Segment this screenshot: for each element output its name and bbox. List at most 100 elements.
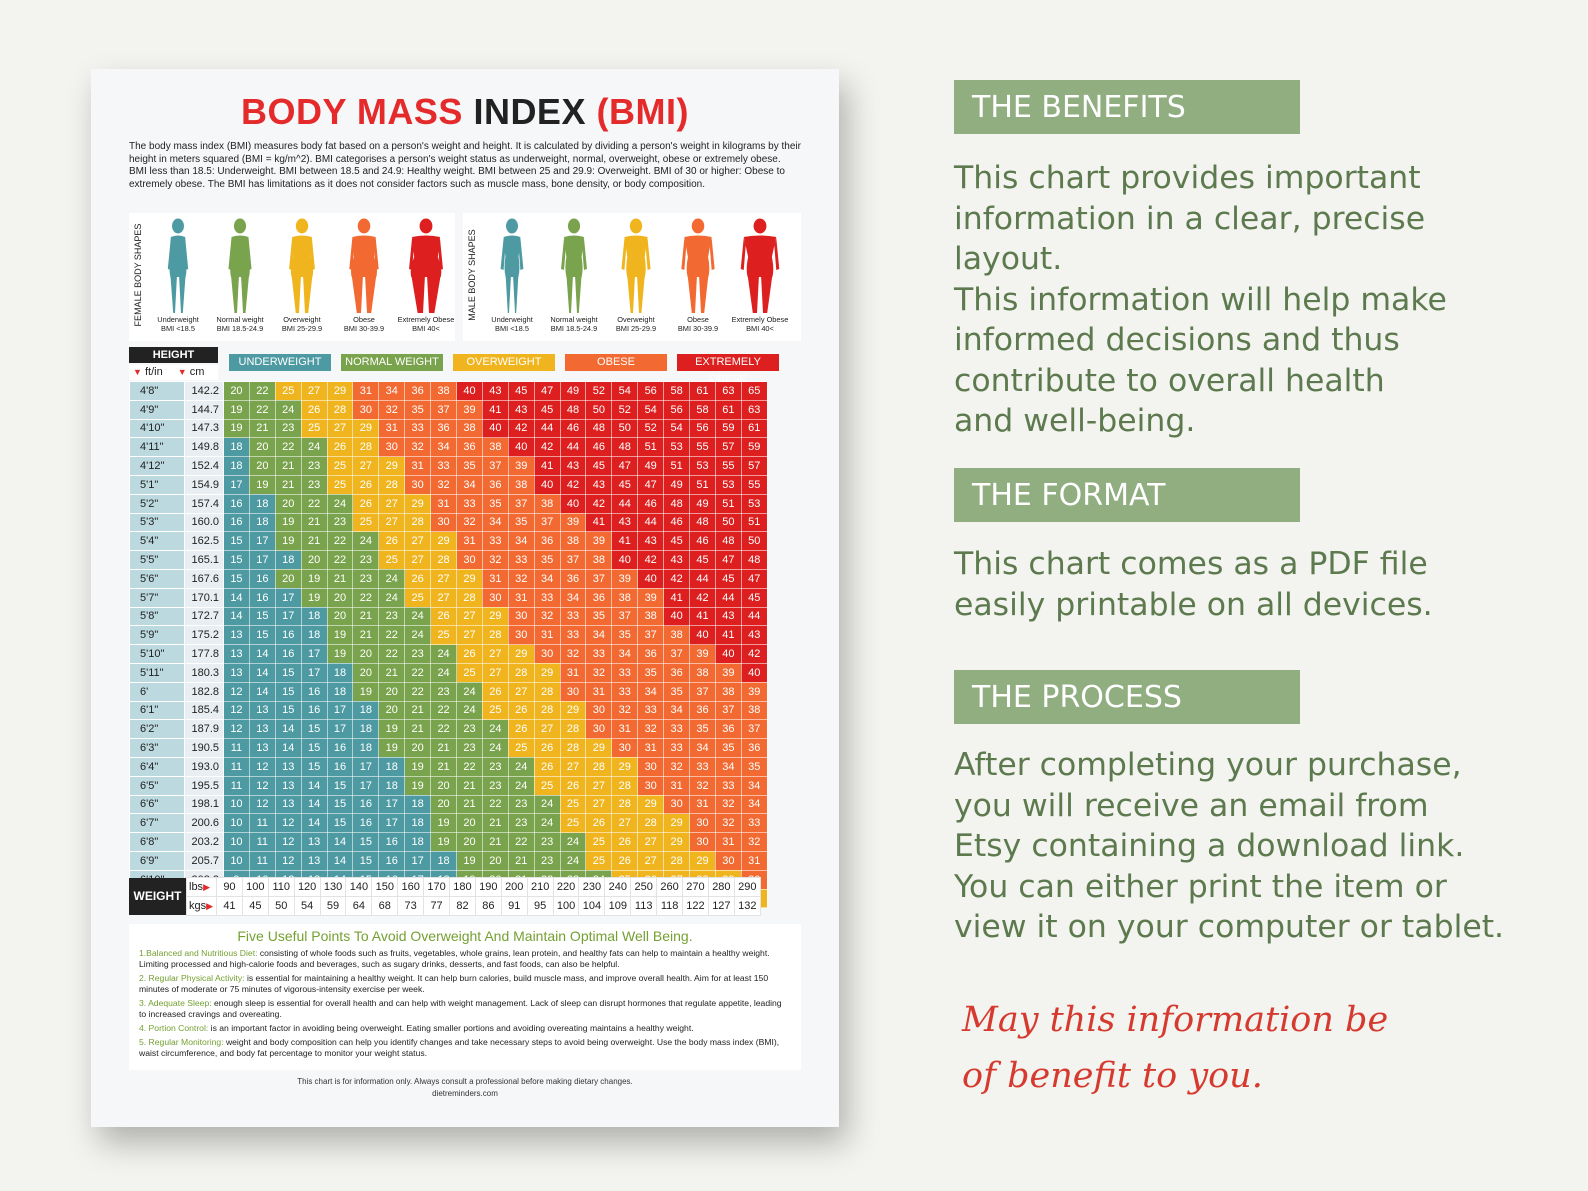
bmi-cell: 24 — [559, 850, 587, 871]
bmi-cell: 15 — [352, 832, 380, 852]
bmi-cell: 38 — [689, 662, 716, 683]
shape-category: Obese — [687, 315, 709, 324]
bmi-cell: 31 — [352, 381, 380, 401]
bmi-cell: 18 — [248, 493, 276, 514]
height-ft: 4'9" — [129, 399, 185, 420]
bmi-cell: 61 — [714, 399, 742, 420]
bmi-cell: 31 — [663, 775, 691, 796]
table-row: 6'7" 200.6 10 11 12 14 15 16 17 18 19 20 21 23 24 25 26 2… — [129, 813, 768, 834]
bmi-cell: 32 — [378, 399, 406, 420]
bmi-cell: 53 — [689, 456, 716, 476]
bmi-cell: 23 — [507, 813, 535, 834]
bmi-cell: 30 — [507, 625, 535, 646]
bmi-cell: 50 — [611, 418, 639, 439]
kgs-value: 100 — [552, 895, 580, 916]
bmi-cell: 22 — [352, 587, 380, 608]
bmi-cell: 27 — [559, 756, 587, 777]
bmi-cell: 35 — [404, 399, 432, 420]
bmi-cell: 35 — [611, 625, 639, 646]
bmi-cell: 31 — [430, 493, 458, 514]
right-triangle-icon: ▶ — [206, 900, 214, 911]
benefits-header: THE BENEFITS — [954, 80, 1300, 134]
bmi-cell: 41 — [689, 606, 716, 627]
bmi-cell: 30 — [378, 437, 406, 458]
height-cm: 170.1 — [184, 587, 224, 608]
benefits-body: This chart provides important informatio… — [954, 160, 1447, 439]
bmi-cell: 15 — [326, 813, 354, 834]
table-row: 6'4" 193.0 11 12 13 15 16 17 18 19 21 22 23 24 26 27 28 2… — [129, 756, 768, 777]
bmi-cell: 44 — [689, 568, 716, 589]
bmi-cell: 50 — [714, 512, 742, 533]
height-ft: 5'5" — [129, 550, 185, 570]
bmi-cell: 27 — [456, 606, 483, 627]
bmi-cell: 27 — [404, 550, 432, 570]
height-cm: 147.3 — [184, 418, 224, 439]
bmi-cell: 24 — [533, 813, 561, 834]
bmi-cell: 22 — [274, 437, 302, 458]
bmi-cell: 25 — [585, 832, 613, 852]
bmi-cell: 30 — [689, 813, 716, 834]
height-header: HEIGHT — [129, 347, 218, 363]
bmi-cell: 21 — [274, 456, 302, 476]
bmi-cell: 13 — [274, 756, 302, 777]
bmi-cell: 30 — [404, 474, 432, 495]
table-row: 5'3" 160.0 16 18 19 21 23 25 27 28 30 32 34 35 37 39 41 4… — [129, 512, 768, 533]
tip-item: 5. Regular Monitoring: weight and body c… — [139, 1037, 789, 1059]
bmi-cell: 15 — [274, 662, 302, 683]
down-triangle-icon: ▼ — [177, 367, 187, 377]
bmi-cell: 18 — [326, 681, 354, 702]
bmi-cell: 14 — [248, 662, 276, 683]
bmi-cell: 32 — [611, 700, 639, 721]
bmi-cell: 34 — [456, 474, 483, 495]
bmi-cell: 20 — [326, 606, 354, 627]
bmi-cell: 48 — [740, 550, 768, 570]
bmi-cell: 54 — [663, 418, 691, 439]
tips-title: Five Useful Points To Avoid Overweight A… — [237, 928, 693, 944]
kgs-value: 41 — [216, 895, 243, 916]
tip-item: 4. Portion Control: is an important fact… — [139, 1023, 789, 1034]
body-figure-icon — [228, 218, 252, 313]
bmi-cell: 41 — [533, 456, 561, 476]
bmi-cell: 17 — [274, 587, 302, 608]
bmi-cell: 34 — [430, 437, 458, 458]
bmi-cell: 16 — [274, 625, 302, 646]
height-ft: 5'4" — [129, 531, 185, 552]
bmi-cell: 22 — [481, 794, 509, 815]
bmi-cell: 32 — [663, 756, 691, 777]
bmi-cell: 38 — [559, 531, 587, 552]
bmi-cell: 37 — [663, 644, 691, 664]
bmi-cell: 26 — [533, 738, 561, 758]
bmi-cell: 48 — [689, 512, 716, 533]
height-ft: 6'8" — [129, 832, 185, 852]
bmi-cell: 18 — [300, 625, 328, 646]
bmi-cell: 25 — [274, 381, 302, 401]
kgs-value: 91 — [500, 895, 528, 916]
bmi-cell: 20 — [404, 738, 432, 758]
bmi-cell: 28 — [533, 681, 561, 702]
bmi-cell: 15 — [274, 681, 302, 702]
bmi-cell: 25 — [430, 625, 458, 646]
bmi-cell: 20 — [352, 644, 380, 664]
bmi-cell: 24 — [481, 738, 509, 758]
table-row: 5'2" 157.4 16 18 20 22 24 26 27 29 31 33 35 37 38 40 42 4… — [129, 493, 768, 514]
height-cm: 180.3 — [184, 662, 224, 683]
bmi-cell: 13 — [223, 625, 250, 646]
kgs-value: 104 — [578, 895, 606, 916]
table-row: 6'6" 198.1 10 12 13 14 15 16 17 18 20 21 22 23 24 25 27 2… — [129, 794, 768, 815]
bmi-cell: 28 — [559, 738, 587, 758]
female-figure: Obese BMI 30-39.9 — [333, 217, 395, 333]
bmi-cell: 21 — [300, 531, 328, 552]
kgs-value: 50 — [267, 895, 295, 916]
bmi-cell: 65 — [740, 381, 768, 401]
bmi-cell: 14 — [300, 775, 328, 796]
height-cm: 195.5 — [184, 775, 224, 796]
bmi-cell: 34 — [481, 512, 509, 533]
height-ft: 5'1" — [129, 474, 185, 495]
bmi-cell: 52 — [585, 381, 613, 401]
male-figure: Overweight BMI 25-29.9 — [605, 217, 667, 333]
bmi-cell: 13 — [300, 850, 328, 871]
bmi-cell: 23 — [481, 775, 509, 796]
height-cm: 187.9 — [184, 719, 224, 740]
bmi-cell: 19 — [430, 813, 458, 834]
bmi-cell: 43 — [663, 550, 691, 570]
